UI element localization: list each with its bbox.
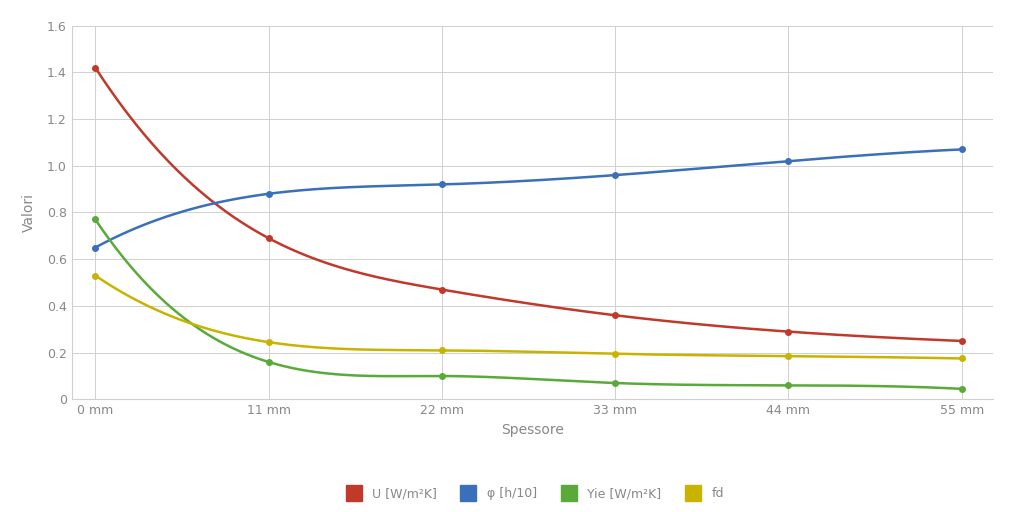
Y-axis label: Valori: Valori: [22, 193, 36, 232]
Legend: U [W/m²K], φ [h/10], Yie [W/m²K], fd: U [W/m²K], φ [h/10], Yie [W/m²K], fd: [336, 482, 729, 505]
X-axis label: Spessore: Spessore: [501, 423, 564, 437]
